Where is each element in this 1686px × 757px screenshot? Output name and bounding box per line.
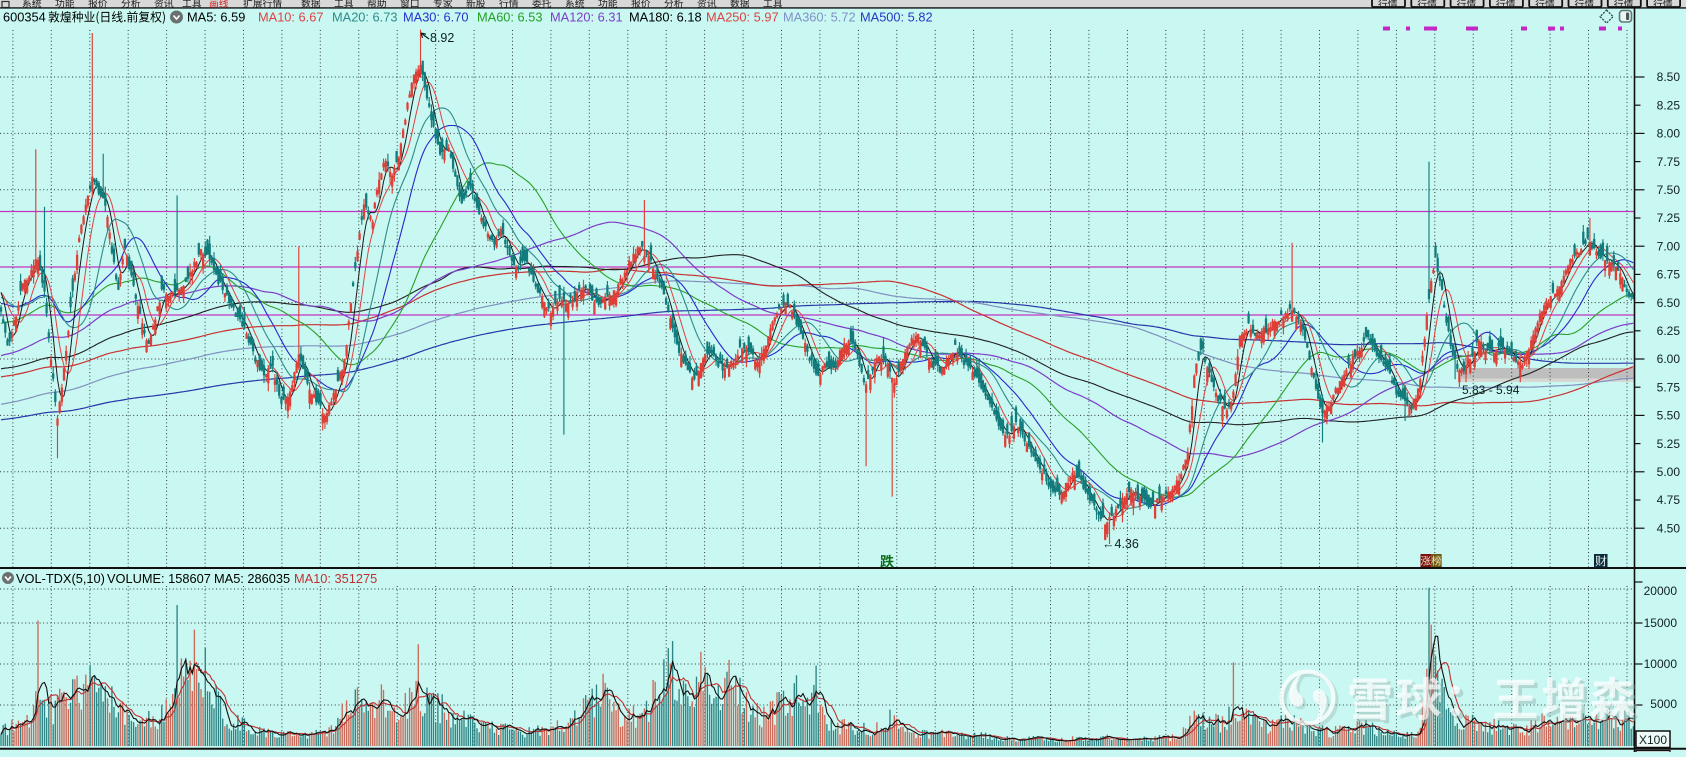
svg-text:←4.36: ←4.36 [1102, 537, 1139, 551]
svg-text:MA5: 6.59: MA5: 6.59 [187, 10, 245, 25]
svg-text:5.83 - 5.94: 5.83 - 5.94 [1462, 383, 1520, 397]
svg-text:7.75: 7.75 [1657, 155, 1681, 169]
svg-text:MA250: 5.97: MA250: 5.97 [706, 10, 779, 25]
svg-text:5.25: 5.25 [1657, 437, 1681, 451]
svg-text:6.50: 6.50 [1657, 296, 1681, 310]
svg-text:MA20: 6.73: MA20: 6.73 [332, 10, 397, 25]
svg-text:15000: 15000 [1644, 616, 1678, 630]
svg-text:600354: 600354 [3, 10, 46, 25]
svg-text:6.75: 6.75 [1657, 268, 1681, 282]
svg-text:MA5: 286035: MA5: 286035 [214, 571, 290, 586]
svg-text:MA500: 5.82: MA500: 5.82 [860, 10, 933, 25]
svg-text:MA60: 6.53: MA60: 6.53 [477, 10, 542, 25]
svg-text:8.50: 8.50 [1657, 70, 1681, 84]
svg-text:6.00: 6.00 [1657, 352, 1681, 366]
svg-text:5000: 5000 [1650, 697, 1677, 711]
svg-text:5.00: 5.00 [1657, 465, 1681, 479]
svg-text:7.00: 7.00 [1657, 239, 1681, 253]
svg-text:20000: 20000 [1644, 584, 1678, 598]
svg-text:4.50: 4.50 [1657, 521, 1681, 535]
svg-text:7.25: 7.25 [1657, 211, 1681, 225]
svg-text:MA180: 6.18: MA180: 6.18 [629, 10, 702, 25]
svg-text:MA120: 6.31: MA120: 6.31 [550, 10, 623, 25]
svg-text:8.25: 8.25 [1657, 98, 1681, 112]
svg-text:8.00: 8.00 [1657, 127, 1681, 141]
svg-text:10000: 10000 [1644, 657, 1678, 671]
svg-text:VOLUME: 158607: VOLUME: 158607 [107, 571, 211, 586]
svg-text:4.75: 4.75 [1657, 493, 1681, 507]
svg-text:MA10: 351275: MA10: 351275 [294, 571, 377, 586]
svg-text:X100: X100 [1639, 733, 1667, 747]
svg-text:5.75: 5.75 [1657, 380, 1681, 394]
svg-text:5.50: 5.50 [1657, 409, 1681, 423]
svg-text:MA30: 6.70: MA30: 6.70 [403, 10, 468, 25]
svg-text:8.92: 8.92 [430, 31, 454, 45]
svg-text:MA10: 6.67: MA10: 6.67 [258, 10, 323, 25]
svg-text:VOL-TDX(5,10): VOL-TDX(5,10) [16, 571, 105, 586]
svg-text:6.25: 6.25 [1657, 324, 1681, 338]
svg-text:7.50: 7.50 [1657, 183, 1681, 197]
svg-text:MA360: 5.72: MA360: 5.72 [783, 10, 856, 25]
